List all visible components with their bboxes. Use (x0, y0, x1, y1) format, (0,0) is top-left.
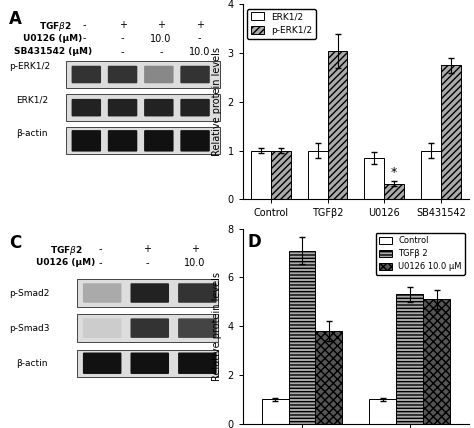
Text: -: - (98, 258, 101, 268)
FancyBboxPatch shape (72, 66, 101, 83)
Text: p-ERK1/2: p-ERK1/2 (9, 62, 50, 71)
FancyBboxPatch shape (180, 66, 210, 83)
Text: 10.0: 10.0 (150, 33, 172, 44)
Bar (421, 151, 441, 199)
Text: 10.0: 10.0 (184, 258, 206, 268)
FancyBboxPatch shape (72, 130, 101, 152)
Y-axis label: Relative protein levels: Relative protein levels (212, 272, 222, 380)
FancyBboxPatch shape (178, 283, 217, 303)
Bar (423, 299, 450, 424)
Text: p-Smad2: p-Smad2 (9, 288, 50, 297)
Text: -: - (146, 258, 149, 268)
FancyBboxPatch shape (180, 130, 210, 152)
Text: B: B (247, 8, 260, 26)
FancyBboxPatch shape (144, 99, 173, 116)
FancyBboxPatch shape (130, 283, 169, 303)
Bar (77, 279, 218, 307)
Bar (365, 158, 384, 199)
Text: -: - (82, 20, 86, 30)
Bar (289, 250, 316, 424)
Bar (66, 127, 220, 155)
Text: +: + (196, 20, 204, 30)
Text: p-Smad3: p-Smad3 (9, 324, 50, 333)
Bar (271, 151, 291, 199)
FancyBboxPatch shape (178, 353, 217, 374)
Text: +: + (191, 244, 199, 254)
Text: -: - (98, 244, 101, 254)
Text: ERK1/2: ERK1/2 (16, 95, 48, 104)
Text: 10.0: 10.0 (189, 47, 210, 57)
FancyBboxPatch shape (108, 66, 137, 83)
Text: -: - (159, 47, 163, 57)
Text: SB431542 (μM): SB431542 (μM) (14, 47, 92, 56)
Bar (66, 94, 220, 121)
Text: -: - (121, 47, 124, 57)
FancyBboxPatch shape (180, 99, 210, 116)
Text: U0126 (μM): U0126 (μM) (23, 33, 82, 42)
Text: TGF$\beta$2: TGF$\beta$2 (39, 20, 72, 33)
Bar (308, 151, 328, 199)
Text: -: - (82, 33, 86, 44)
Bar (384, 184, 404, 199)
Text: β-actin: β-actin (16, 128, 47, 137)
Bar (77, 315, 218, 342)
Text: U0126 (μM): U0126 (μM) (36, 258, 96, 267)
Text: TGF$\beta$2: TGF$\beta$2 (50, 244, 83, 257)
Text: A: A (9, 10, 22, 28)
Legend: ERK1/2, p-ERK1/2: ERK1/2, p-ERK1/2 (247, 9, 316, 39)
Bar (77, 350, 218, 377)
Text: +: + (157, 20, 165, 30)
Text: -: - (82, 47, 86, 57)
Bar (396, 294, 423, 424)
FancyBboxPatch shape (144, 130, 173, 152)
Bar (369, 399, 396, 424)
FancyBboxPatch shape (83, 283, 121, 303)
Bar (316, 331, 343, 424)
Text: β-actin: β-actin (16, 359, 47, 368)
FancyBboxPatch shape (108, 130, 137, 152)
Bar (328, 51, 347, 199)
Text: +: + (118, 20, 127, 30)
Bar (66, 61, 220, 88)
Bar (441, 65, 461, 199)
Text: +: + (144, 244, 152, 254)
Text: C: C (9, 235, 21, 253)
Text: D: D (247, 232, 261, 250)
FancyBboxPatch shape (83, 353, 121, 374)
Legend: Control, TGFβ 2, U0126 10.0 μM: Control, TGFβ 2, U0126 10.0 μM (376, 233, 465, 275)
Text: -: - (198, 33, 201, 44)
Y-axis label: Relative protein levels: Relative protein levels (212, 48, 222, 156)
FancyBboxPatch shape (130, 318, 169, 338)
Bar (251, 151, 271, 199)
FancyBboxPatch shape (130, 353, 169, 374)
FancyBboxPatch shape (108, 99, 137, 116)
FancyBboxPatch shape (72, 99, 101, 116)
Text: *: * (391, 166, 397, 179)
FancyBboxPatch shape (144, 66, 173, 83)
FancyBboxPatch shape (83, 318, 121, 338)
FancyBboxPatch shape (178, 318, 217, 338)
Bar (262, 399, 289, 424)
Text: -: - (121, 33, 124, 44)
